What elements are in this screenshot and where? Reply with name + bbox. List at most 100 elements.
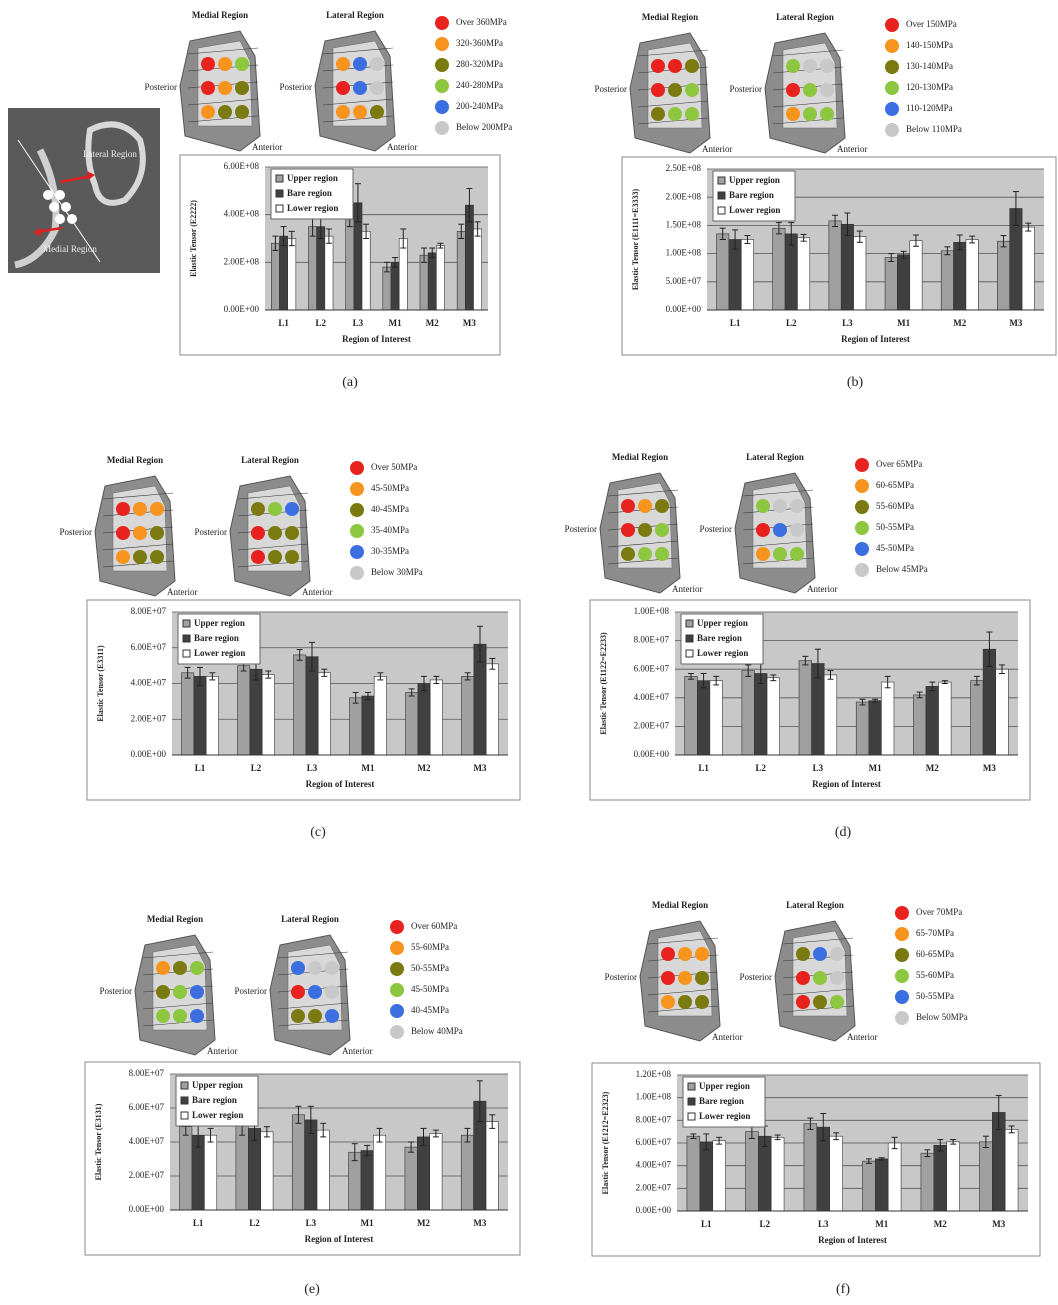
legend-dot [435, 16, 449, 30]
bar [430, 680, 442, 755]
legend-dot [885, 81, 899, 95]
bar [966, 240, 978, 311]
x-tick-label: L1 [278, 318, 289, 328]
region-dot [133, 502, 147, 516]
legend-dot [390, 983, 404, 997]
region-dot [661, 971, 675, 985]
bar [346, 217, 354, 310]
legend-dot [895, 969, 909, 983]
region-title: Lateral Region [281, 914, 339, 924]
anterior-label: Anterior [712, 1032, 743, 1042]
bar [194, 676, 206, 755]
x-tick-label: L2 [759, 1219, 770, 1229]
bar [317, 1130, 329, 1210]
x-tick-label: L3 [818, 1219, 829, 1229]
bar [420, 255, 428, 310]
legend-swatch [181, 1112, 188, 1119]
bar [979, 1142, 992, 1211]
y-tick-label: 2.00E+07 [129, 1170, 165, 1180]
legend-label: 120-130MPa [906, 82, 953, 92]
y-tick-label: 2.00E+08 [666, 191, 702, 201]
bar [910, 241, 922, 310]
anterior-label: Anterior [342, 1046, 373, 1056]
x-tick-label: L2 [251, 763, 262, 773]
legend-label: Over 65MPa [876, 459, 922, 469]
legend-dot [390, 941, 404, 955]
region-dot [308, 961, 322, 975]
legend-label: Over 150MPa [906, 19, 957, 29]
y-tick-label: 1.50E+08 [666, 219, 702, 229]
bar [841, 224, 853, 310]
legend-swatch [686, 620, 693, 627]
legend-label: Bare region [192, 1095, 237, 1105]
legend-label: 45-50MPa [411, 984, 449, 994]
legend-dot [895, 990, 909, 1004]
region-dot [830, 947, 844, 961]
legend-label: 55-60MPa [916, 970, 954, 980]
x-tick-label: L1 [701, 1219, 712, 1229]
x-axis-label: Region of Interest [818, 1235, 887, 1245]
region-dot [268, 526, 282, 540]
legend-label: Lower region [729, 205, 780, 215]
region-dot [156, 961, 170, 975]
panel-caption: (b) [847, 375, 864, 390]
region-dot [156, 985, 170, 999]
region-title: Medial Region [652, 900, 708, 910]
legend-dot [855, 479, 869, 493]
region-dot [133, 550, 147, 564]
x-tick-label: L3 [307, 763, 318, 773]
legend-label: 50-55MPa [411, 963, 449, 973]
y-axis-label: Elastic Tensor (E3311) [96, 645, 105, 722]
anterior-label: Anterior [207, 1046, 238, 1056]
ct-dot [43, 190, 53, 200]
region-dot [218, 81, 232, 95]
bar [204, 1135, 216, 1210]
region-dot [651, 107, 665, 121]
region-dot [678, 947, 692, 961]
bar [934, 1145, 947, 1211]
x-tick-label: M1 [361, 1218, 374, 1228]
legend-label: Upper region [192, 1080, 243, 1090]
legend-swatch [276, 190, 283, 197]
region-dot [325, 985, 339, 999]
bar [687, 1136, 700, 1211]
region-dot [786, 107, 800, 121]
legend-label: Upper region [194, 618, 245, 628]
region-dot [291, 1009, 305, 1023]
bar [717, 234, 729, 310]
bar [391, 262, 399, 310]
legend-swatch [688, 1098, 695, 1105]
legend-label: 30-35MPa [371, 546, 409, 556]
bar [236, 1123, 248, 1210]
region-title: Medial Region [642, 12, 698, 22]
region-dot [756, 547, 770, 561]
region-dot [370, 81, 384, 95]
x-tick-label: L1 [730, 318, 741, 328]
posterior-label: Posterior [700, 524, 733, 534]
bar [206, 676, 218, 755]
legend-swatch [276, 175, 283, 182]
x-tick-label: M2 [953, 318, 966, 328]
legend-label: Upper region [287, 173, 338, 183]
region-dot [661, 947, 675, 961]
legend-label: 200-240MPa [456, 101, 503, 111]
legend-swatch [183, 620, 190, 627]
y-tick-label: 5.00E+07 [666, 276, 702, 286]
region-dot [235, 105, 249, 119]
bar [742, 671, 755, 755]
legend-label: 40-45MPa [371, 504, 409, 514]
bar [308, 227, 316, 310]
anterior-label: Anterior [167, 587, 198, 597]
region-dot [830, 971, 844, 985]
y-tick-label: 2.00E+08 [224, 256, 260, 266]
region-dot [695, 947, 709, 961]
y-tick-label: 6.00E+07 [131, 642, 167, 652]
legend-label: Bare region [699, 1096, 744, 1106]
y-tick-label: 4.00E+07 [131, 678, 167, 688]
y-tick-label: 1.00E+08 [636, 1092, 672, 1102]
region-dot [308, 985, 322, 999]
bar [418, 684, 430, 756]
posterior-label: Posterior [595, 84, 628, 94]
region-dot [133, 526, 147, 540]
bar [729, 240, 741, 311]
